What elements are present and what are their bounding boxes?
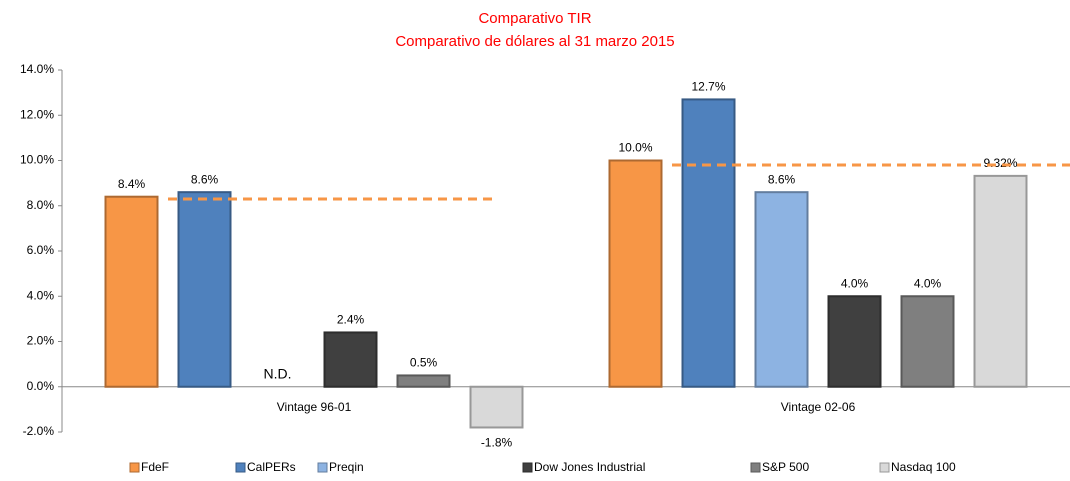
y-tick-label: 8.0% xyxy=(27,198,55,212)
bar xyxy=(608,159,663,388)
y-tick-label: 12.0% xyxy=(20,107,54,121)
y-tick-label: 2.0% xyxy=(27,334,55,348)
legend-swatch xyxy=(317,462,328,473)
legend-label: Dow Jones Industrial xyxy=(534,460,645,474)
bar xyxy=(681,98,736,388)
bar xyxy=(900,295,955,388)
legend-label: Preqin xyxy=(329,460,364,474)
legend-swatch xyxy=(129,462,140,473)
legend-swatch xyxy=(750,462,761,473)
legend-swatch xyxy=(522,462,533,473)
data-label: 4.0% xyxy=(914,276,942,290)
y-tick-label: -2.0% xyxy=(23,424,55,438)
data-label: 8.6% xyxy=(768,172,796,186)
y-tick-label: 6.0% xyxy=(27,243,55,257)
data-label: 9.32% xyxy=(983,156,1017,170)
legend-label: Nasdaq 100 xyxy=(891,460,956,474)
legend-label: CalPERs xyxy=(247,460,296,474)
data-label: N.D. xyxy=(264,365,292,381)
bar xyxy=(177,191,232,388)
data-label: 4.0% xyxy=(841,276,869,290)
legend-label: S&P 500 xyxy=(762,460,809,474)
y-tick-label: 10.0% xyxy=(20,153,54,167)
data-label: -1.8% xyxy=(481,436,513,450)
x-tick-label: Vintage 96-01 xyxy=(277,400,352,414)
bar xyxy=(754,191,809,388)
y-tick-label: 4.0% xyxy=(27,288,55,302)
chart-title: Comparativo TIR xyxy=(478,10,591,27)
legend-swatch xyxy=(235,462,246,473)
y-tick-label: 14.0% xyxy=(20,62,54,76)
x-tick-label: Vintage 02-06 xyxy=(781,400,856,414)
bar xyxy=(827,295,882,388)
bar xyxy=(973,174,1028,388)
chart-subtitle: Comparativo de dólares al 31 marzo 2015 xyxy=(395,33,674,50)
data-label: 8.4% xyxy=(118,177,146,191)
data-label: 8.6% xyxy=(191,172,219,186)
data-label: 10.0% xyxy=(618,141,652,155)
bar xyxy=(323,331,378,388)
legend-label: FdeF xyxy=(141,460,169,474)
legend-swatch xyxy=(879,462,890,473)
bar xyxy=(396,374,451,388)
bar xyxy=(104,195,159,388)
data-label: 2.4% xyxy=(337,313,365,327)
data-label: 12.7% xyxy=(691,80,725,94)
bar xyxy=(469,385,524,429)
data-label: 0.5% xyxy=(410,356,438,370)
y-tick-label: 0.0% xyxy=(27,379,55,393)
